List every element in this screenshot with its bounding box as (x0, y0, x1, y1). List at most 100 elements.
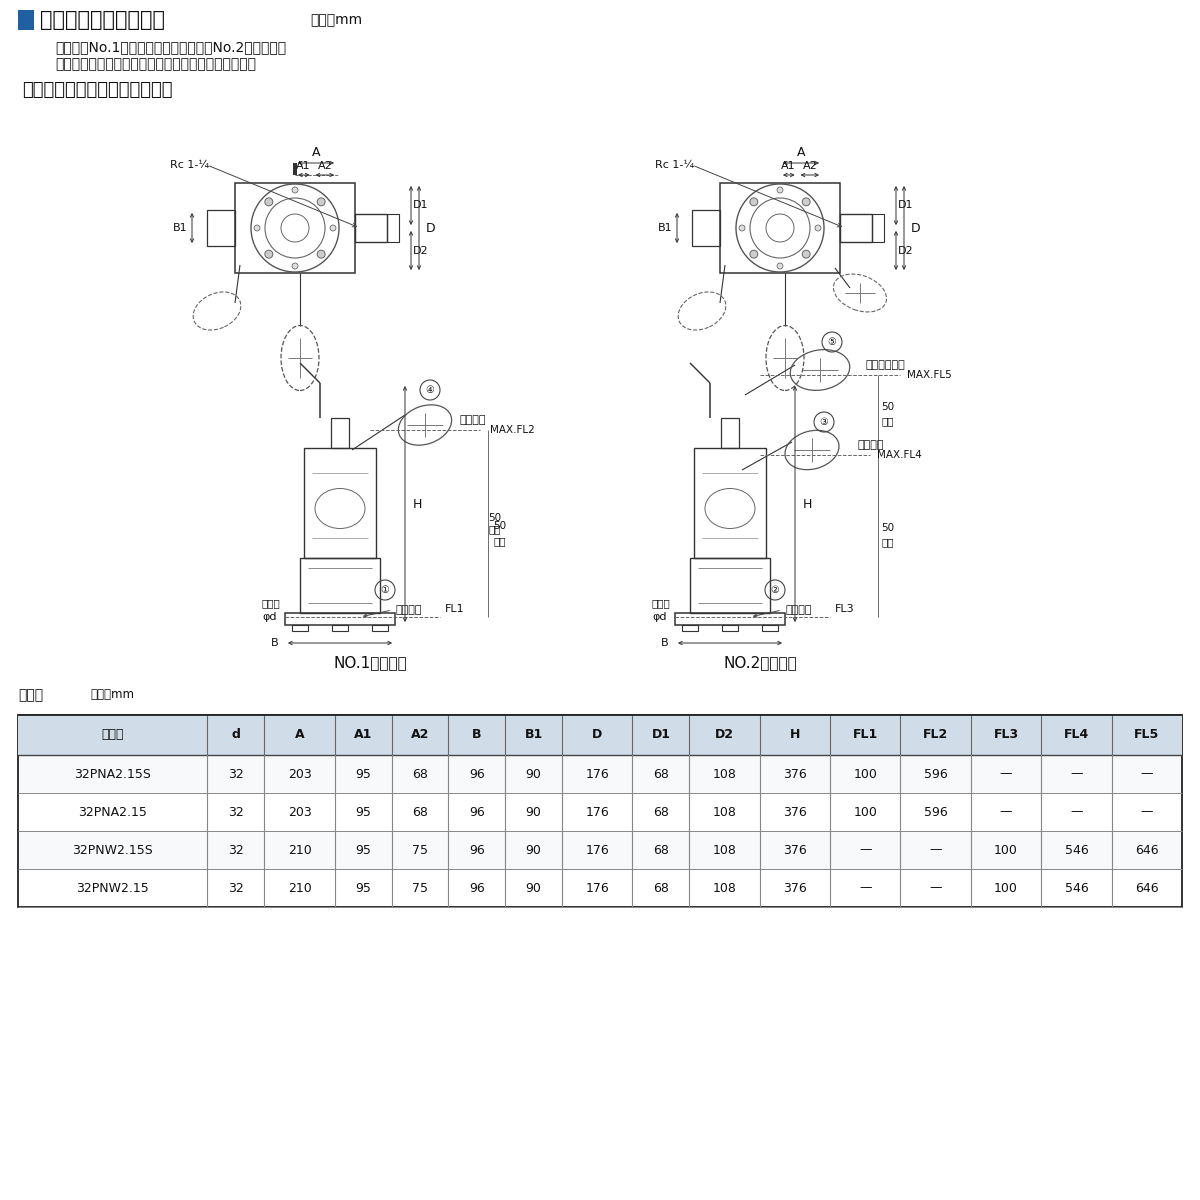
Text: 自動形（No.1ポンプ）と自動交互形（No.2ポンプ）を: 自動形（No.1ポンプ）と自動交互形（No.2ポンプ）を (55, 40, 286, 54)
Text: 176: 176 (586, 768, 610, 780)
Bar (682, 625, 698, 631)
Text: 376: 376 (784, 805, 806, 818)
Text: A2: A2 (803, 161, 817, 170)
Text: 90: 90 (526, 805, 541, 818)
Text: A1: A1 (296, 161, 311, 170)
Text: Rc 1-¼: Rc 1-¼ (170, 160, 209, 170)
Text: B: B (271, 638, 278, 648)
Text: 176: 176 (586, 844, 610, 857)
Text: 停止水位: 停止水位 (785, 605, 811, 614)
Bar (721, 418, 739, 448)
Bar (840, 214, 872, 242)
Text: FL1: FL1 (853, 728, 878, 742)
Text: A2: A2 (410, 728, 430, 742)
Text: D1: D1 (652, 728, 671, 742)
Text: 50: 50 (882, 402, 894, 412)
Text: 100: 100 (853, 805, 877, 818)
Text: Rc 1-¼: Rc 1-¼ (655, 160, 695, 170)
Text: 546: 546 (1064, 844, 1088, 857)
Text: FL3: FL3 (835, 604, 854, 614)
Text: D2: D2 (715, 728, 734, 742)
Bar (286, 613, 395, 625)
Text: 32PNA2.15: 32PNA2.15 (78, 805, 148, 818)
Text: 646: 646 (1135, 882, 1159, 894)
Text: φd: φd (652, 612, 666, 622)
Text: A: A (797, 146, 805, 160)
Text: D1: D1 (413, 200, 428, 210)
Bar (18, 715, 1182, 907)
Text: 寸法表: 寸法表 (18, 688, 43, 702)
Text: ①: ① (380, 584, 389, 595)
Bar (694, 448, 766, 558)
Circle shape (330, 226, 336, 230)
Text: A: A (312, 146, 320, 160)
Text: H: H (790, 728, 800, 742)
Bar (18, 715, 1182, 755)
Text: 32: 32 (228, 805, 244, 818)
Text: B1: B1 (658, 223, 672, 233)
Text: B: B (661, 638, 668, 648)
Bar (18, 755, 1182, 793)
Text: 376: 376 (784, 882, 806, 894)
Text: 50: 50 (493, 521, 506, 530)
Text: 32: 32 (228, 844, 244, 857)
Text: —: — (1070, 768, 1082, 780)
Circle shape (778, 187, 784, 193)
Text: —: — (1000, 805, 1013, 818)
Circle shape (292, 263, 298, 269)
Text: D2: D2 (898, 246, 914, 256)
Text: FL2: FL2 (923, 728, 948, 742)
Text: 96: 96 (469, 882, 485, 894)
Text: FL4: FL4 (1064, 728, 1090, 742)
Text: D: D (426, 222, 436, 234)
Text: 呼び径: 呼び径 (652, 598, 671, 608)
Text: 以上: 以上 (882, 416, 894, 426)
Bar (722, 625, 738, 631)
Bar (692, 210, 720, 246)
Text: 176: 176 (586, 882, 610, 894)
Circle shape (750, 250, 758, 258)
Text: 外形据付寸法図（例）: 外形据付寸法図（例） (40, 10, 166, 30)
Text: 210: 210 (288, 882, 312, 894)
Text: 376: 376 (784, 844, 806, 857)
Text: 68: 68 (653, 768, 668, 780)
Text: —: — (1140, 805, 1153, 818)
Bar (690, 558, 770, 613)
Bar (762, 625, 778, 631)
Text: —: — (1140, 768, 1153, 780)
Text: 100: 100 (853, 768, 877, 780)
Text: 以上: 以上 (882, 538, 894, 547)
Text: 95: 95 (355, 844, 371, 857)
Text: FL5: FL5 (1134, 728, 1159, 742)
Bar (304, 448, 376, 558)
Text: 90: 90 (526, 882, 541, 894)
Bar (355, 214, 386, 242)
Text: A2: A2 (318, 161, 332, 170)
Bar (872, 214, 884, 242)
Text: 68: 68 (653, 805, 668, 818)
Circle shape (802, 250, 810, 258)
Bar (674, 613, 785, 625)
Text: 単位：mm: 単位：mm (310, 13, 362, 26)
Text: 50: 50 (882, 523, 894, 533)
Text: 546: 546 (1064, 882, 1088, 894)
Circle shape (739, 226, 745, 230)
Text: 100: 100 (994, 844, 1018, 857)
Text: 32PNA2.15S: 32PNA2.15S (74, 768, 151, 780)
Text: 96: 96 (469, 805, 485, 818)
Text: D1: D1 (899, 200, 913, 210)
Text: 始動水位: 始動水位 (857, 440, 883, 450)
Bar (293, 163, 298, 175)
Circle shape (750, 198, 758, 206)
Text: 203: 203 (288, 768, 312, 780)
Text: 単位：mm: 単位：mm (90, 689, 134, 702)
Text: 75: 75 (412, 882, 428, 894)
Text: —: — (930, 844, 942, 857)
Text: 108: 108 (713, 882, 737, 894)
Text: —: — (859, 882, 871, 894)
Text: φd: φd (262, 612, 276, 622)
Text: 68: 68 (412, 768, 428, 780)
Text: 108: 108 (713, 844, 737, 857)
Text: B: B (472, 728, 481, 742)
Text: 32: 32 (228, 768, 244, 780)
